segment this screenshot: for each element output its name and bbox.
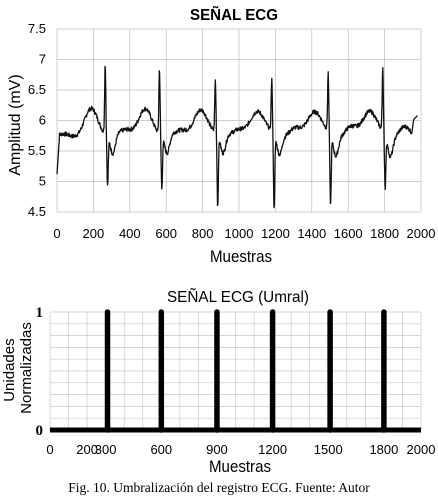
threshold-x-tick-label: 2000 — [407, 442, 436, 457]
ecg-x-tick-label: 400 — [119, 226, 141, 241]
ecg-x-tick-label: 1400 — [297, 226, 326, 241]
threshold-x-tick-label: 300 — [95, 442, 117, 457]
threshold-y-ticks: 01 — [36, 305, 44, 439]
figure-caption: Fig. 10. Umbralización del registro ECG.… — [68, 480, 370, 495]
ecg-y-tick-label: 7 — [39, 52, 46, 67]
threshold-x-tick-label: 0 — [46, 442, 53, 457]
ecg-x-tick-label: 1600 — [334, 226, 363, 241]
ecg-y-tick-label: 5.5 — [28, 143, 46, 158]
threshold-y-tick-label: 1 — [36, 305, 44, 321]
ecg-series-line — [56, 65, 418, 209]
ecg-x-tick-label: 1000 — [225, 226, 254, 241]
ecg-y-tick-label: 7.5 — [28, 21, 46, 36]
ecg-x-tick-label: 800 — [192, 226, 214, 241]
threshold-x-tick-label: 1500 — [314, 442, 343, 457]
ecg-chart-svg: 0 200 400 600 800 1000 1200 1400 1600 1800 2000 4.… — [7, 4, 435, 266]
ecg-x-tick-label: 200 — [83, 226, 105, 241]
ecg-x-tick-label: 600 — [155, 226, 177, 241]
ecg-x-ticks: 0 200 400 600 800 1000 1200 1400 1600 1800 2000 — [53, 226, 435, 241]
ecg-y-tick-label: 5 — [39, 174, 46, 189]
ecg-x-tick-label: 1200 — [261, 226, 290, 241]
ecg-y-ticks: 4.5 5 5.5 6 6.5 7 7.5 — [28, 21, 46, 219]
ecg-y-label: Amplitud (mV) — [7, 74, 24, 175]
threshold-x-tick-label: 900 — [206, 442, 228, 457]
threshold-y-tick-label: 0 — [36, 423, 44, 439]
threshold-x-tick-label: 1200 — [258, 442, 287, 457]
ecg-line-group — [56, 65, 418, 209]
ecg-title: SEÑAL ECG — [190, 4, 278, 24]
threshold-x-label: Muestras — [209, 457, 271, 476]
threshold-x-tick-label: 600 — [150, 442, 172, 457]
ecg-chart: 0 200 400 600 800 1000 1200 1400 1600 1800 2000 4.… — [7, 4, 435, 266]
ecg-x-tick-label: 1800 — [370, 226, 399, 241]
ecg-grid — [56, 28, 422, 213]
threshold-y-label-line-2: Normalizadas — [18, 322, 35, 414]
ecg-x-label: Muestras — [210, 247, 272, 266]
threshold-x-tick-label: 1800 — [369, 442, 398, 457]
ecg-x-tick-label: 2000 — [407, 226, 436, 241]
threshold-y-label: Unidades Normalizadas — [1, 322, 35, 414]
ecg-y-tick-label: 4.5 — [28, 204, 46, 219]
threshold-x-tick-label: 200 — [76, 442, 98, 457]
ecg-x-tick-label: 0 — [53, 226, 60, 241]
threshold-y-label-line-1: Unidades — [1, 338, 18, 401]
threshold-bars — [104, 309, 387, 433]
threshold-title: SEÑAL ECG (Umral) — [167, 286, 309, 306]
ecg-y-tick-label: 6.5 — [28, 82, 46, 97]
ecg-y-tick-label: 6 — [39, 113, 46, 128]
